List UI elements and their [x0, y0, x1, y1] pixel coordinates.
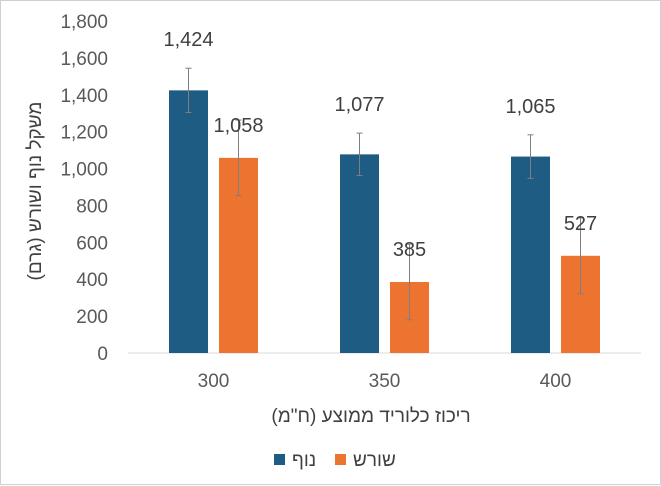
x-axis-ticks: 300 350 400 — [198, 371, 572, 392]
x-tick-label: 400 — [540, 371, 572, 392]
data-label: 527 — [564, 213, 597, 235]
data-label: 1,424 — [163, 29, 213, 51]
legend-swatch — [335, 454, 346, 465]
x-tick-label: 300 — [198, 371, 230, 392]
legend-label: שורש — [353, 450, 396, 471]
data-label: 385 — [393, 239, 426, 261]
y-tick-label: 1,600 — [60, 49, 108, 70]
legend: נוף שורש — [274, 450, 396, 471]
x-tick-label: 350 — [369, 371, 401, 392]
y-tick-label: 600 — [76, 233, 108, 254]
bars-group: 1,424 1,077 1,065 1,058 385 527 — [163, 29, 600, 354]
y-tick-label: 1,400 — [60, 86, 108, 107]
y-tick-label: 1,200 — [60, 123, 108, 144]
bar-shoot — [169, 90, 208, 354]
x-axis-title: ריכוז כלוריד ממוצע (ח"מ) — [271, 406, 470, 427]
data-label: 1,077 — [334, 94, 384, 116]
y-tick-label: 200 — [76, 307, 108, 328]
bar-shoot — [340, 154, 379, 353]
data-label: 1,058 — [213, 115, 263, 137]
y-tick-label: 0 — [97, 344, 108, 365]
bar-shoot — [511, 156, 550, 353]
legend-swatch — [274, 454, 285, 465]
y-axis-title: משקל נוף ושורש (גרם) — [25, 102, 46, 281]
y-tick-label: 1,000 — [60, 160, 108, 181]
y-tick-label: 1,800 — [60, 12, 108, 33]
y-tick-label: 400 — [76, 270, 108, 291]
y-axis-ticks: 0 200 400 600 800 1,000 1,200 1,400 1,600 1,800 — [60, 12, 108, 365]
y-tick-label: 800 — [76, 196, 108, 217]
data-label: 1,065 — [505, 96, 555, 118]
legend-label: נוף — [292, 450, 316, 471]
